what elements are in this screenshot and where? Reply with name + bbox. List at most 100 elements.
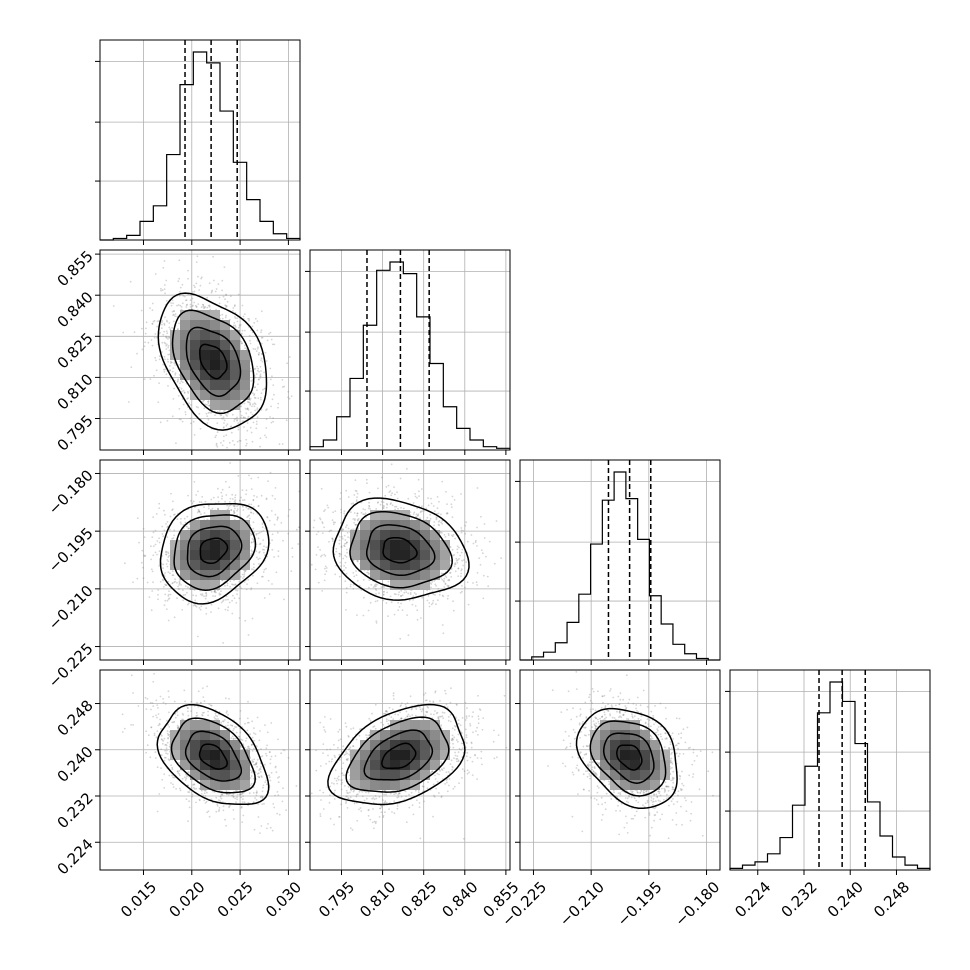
sample-point bbox=[329, 718, 332, 720]
sample-point bbox=[337, 730, 340, 733]
density-cell bbox=[240, 360, 250, 370]
sample-point bbox=[250, 549, 253, 552]
sample-point bbox=[228, 505, 231, 507]
sample-point bbox=[198, 501, 201, 503]
density-cell bbox=[380, 510, 390, 520]
sample-point bbox=[352, 502, 355, 505]
sample-point bbox=[154, 333, 157, 335]
sample-point bbox=[456, 704, 458, 706]
sample-point bbox=[263, 548, 265, 551]
density-cell bbox=[230, 520, 240, 530]
sample-point bbox=[329, 748, 332, 751]
sample-point bbox=[200, 513, 202, 515]
sample-point bbox=[205, 595, 208, 598]
sample-point bbox=[172, 783, 174, 786]
sample-point bbox=[213, 590, 216, 593]
sample-point bbox=[456, 740, 459, 743]
sample-point bbox=[397, 796, 400, 798]
density-cell bbox=[240, 520, 250, 530]
sample-point bbox=[356, 614, 358, 616]
sample-point bbox=[347, 735, 350, 738]
sample-point bbox=[340, 492, 342, 494]
sample-point bbox=[276, 518, 279, 521]
sample-point bbox=[170, 764, 173, 767]
sample-point bbox=[367, 815, 370, 817]
sample-point bbox=[329, 817, 332, 820]
sample-point bbox=[161, 320, 164, 322]
sample-point bbox=[440, 572, 443, 575]
sample-point bbox=[247, 747, 250, 750]
sample-point bbox=[163, 341, 166, 344]
sample-point bbox=[164, 513, 166, 516]
sample-point bbox=[262, 530, 265, 532]
sample-point bbox=[344, 566, 347, 569]
sample-point bbox=[187, 277, 190, 280]
sample-point bbox=[315, 749, 317, 752]
grid bbox=[341, 250, 507, 450]
sample-point bbox=[160, 287, 162, 290]
sample-point bbox=[243, 402, 246, 405]
sample-point bbox=[150, 339, 153, 341]
sample-point bbox=[431, 770, 434, 773]
density-cell bbox=[180, 570, 190, 580]
sample-point bbox=[207, 400, 209, 403]
sample-point bbox=[153, 336, 156, 339]
sample-point bbox=[166, 719, 168, 722]
sample-point bbox=[339, 536, 341, 538]
sample-point bbox=[229, 295, 232, 298]
sample-point bbox=[180, 306, 183, 308]
sample-point bbox=[356, 492, 359, 495]
sample-point bbox=[155, 359, 157, 362]
density-cell bbox=[170, 350, 180, 360]
sample-point bbox=[167, 595, 170, 597]
sample-point bbox=[352, 727, 355, 730]
sample-point bbox=[342, 745, 345, 748]
contour-line bbox=[349, 510, 453, 589]
sample-point bbox=[251, 736, 254, 739]
sample-point bbox=[234, 583, 237, 586]
sample-point bbox=[431, 770, 434, 772]
sample-point bbox=[217, 487, 219, 490]
sample-point bbox=[342, 557, 345, 560]
sample-point bbox=[382, 507, 384, 509]
sample-point bbox=[267, 579, 270, 582]
sample-point bbox=[352, 518, 355, 520]
sample-point bbox=[387, 484, 390, 487]
sample-point bbox=[458, 782, 460, 785]
sample-point bbox=[342, 774, 345, 777]
sample-point bbox=[419, 837, 422, 840]
sample-point bbox=[365, 734, 367, 736]
sample-point bbox=[130, 724, 133, 726]
sample-point bbox=[162, 579, 165, 582]
histogram-panel bbox=[515, 459, 721, 665]
density-cell bbox=[420, 520, 430, 530]
sample-point bbox=[430, 502, 433, 505]
sample-point bbox=[266, 744, 268, 747]
sample-point bbox=[161, 739, 164, 741]
sample-point bbox=[352, 572, 355, 574]
density-cell bbox=[180, 560, 190, 570]
sample-point bbox=[461, 548, 464, 551]
sample-point bbox=[191, 291, 194, 293]
sample-point bbox=[375, 620, 378, 622]
sample-point bbox=[207, 810, 210, 813]
sample-point bbox=[248, 334, 251, 337]
sample-point bbox=[164, 342, 167, 345]
sample-point bbox=[206, 306, 209, 309]
sample-point bbox=[255, 556, 258, 559]
sample-point bbox=[236, 589, 239, 592]
density-cell bbox=[210, 720, 220, 730]
sample-point bbox=[231, 599, 234, 602]
sample-point bbox=[251, 750, 254, 752]
sample-point bbox=[164, 599, 167, 602]
sample-point bbox=[166, 599, 169, 602]
sample-point bbox=[452, 533, 455, 536]
sample-point bbox=[198, 799, 201, 802]
sample-point bbox=[480, 757, 483, 760]
sample-point bbox=[389, 503, 392, 505]
sample-point bbox=[445, 490, 447, 493]
density-cell bbox=[210, 370, 220, 380]
sample-point bbox=[180, 523, 182, 525]
sample-point bbox=[387, 580, 390, 583]
sample-point bbox=[420, 488, 423, 490]
